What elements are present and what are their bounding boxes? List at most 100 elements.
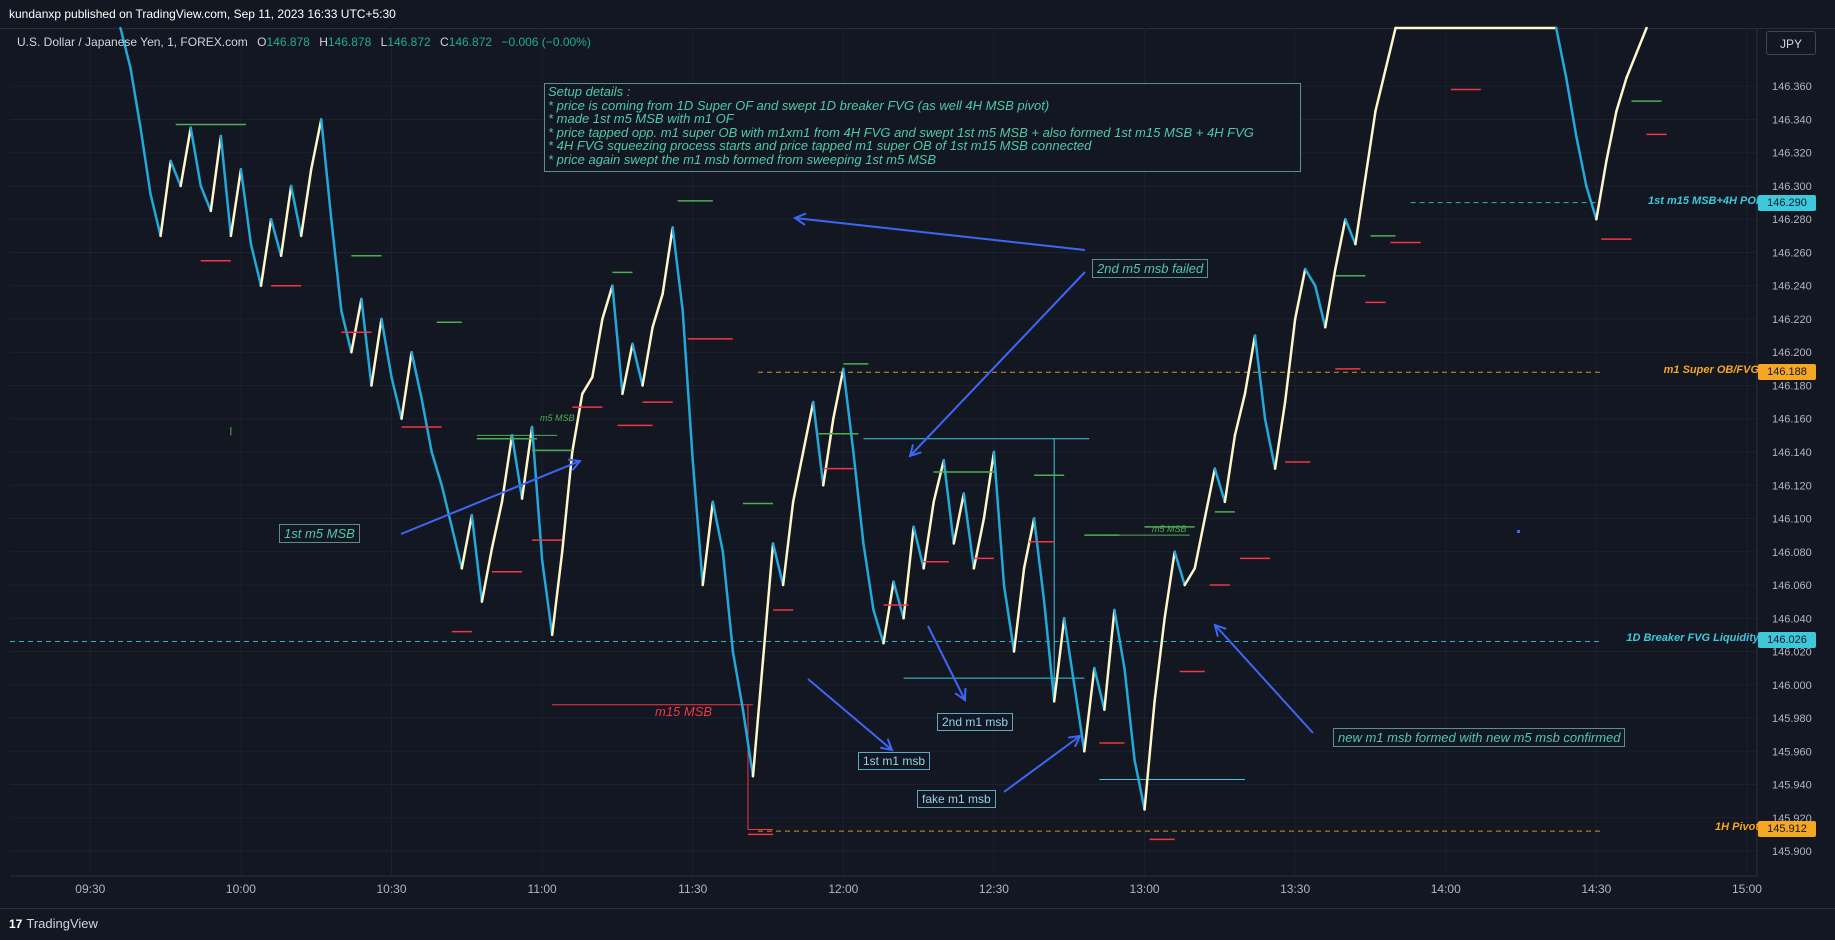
price-segment (591, 317, 604, 379)
arrow-head (880, 738, 894, 752)
first-m5-msb-note[interactable]: 1st m5 MSB (279, 524, 360, 543)
price-tick-label: 146.220 (1772, 314, 1812, 326)
arrow-head (792, 212, 807, 226)
annotation-arrows (400, 212, 1520, 793)
price-segment (1303, 267, 1317, 287)
price-segment (289, 184, 303, 238)
price-tick-label: 146.340 (1772, 114, 1812, 126)
price-segment (982, 450, 996, 520)
price-segment (581, 375, 594, 396)
m15-msb-label[interactable]: m15 MSB (655, 704, 713, 719)
price-tick-label: 146.080 (1772, 547, 1812, 559)
price-segment (942, 459, 956, 545)
new-m1-msb-note[interactable]: new m1 msb formed with new m5 msb confir… (1333, 728, 1626, 747)
price-axis: 146.360 146.340 146.320 146.300 146.280 146.2… (1772, 81, 1812, 858)
price-segment (1073, 683, 1086, 753)
arrow-head (908, 444, 922, 458)
price-segment (480, 547, 494, 603)
price-segment (380, 317, 393, 379)
symbol-legend[interactable]: U.S. Dollar / Japanese Yen, 1, FOREX.com… (17, 35, 591, 49)
price-segment (1283, 317, 1297, 404)
symbol-name[interactable]: U.S. Dollar / Japanese Yen, 1, FOREX.com (17, 35, 248, 49)
second-m1-msb-note[interactable]: 2nd m1 msb (937, 713, 1014, 731)
second-m5-msb-failed-note[interactable]: 2nd m5 msb failed (1092, 259, 1209, 278)
price-segment (1595, 159, 1608, 221)
price-segment (962, 492, 976, 570)
fake-m1-msb-note[interactable]: fake m1 msb (917, 790, 996, 808)
price-segment (169, 159, 182, 188)
arrow-shaft (927, 625, 966, 701)
arrow-fake-m1-msb (1003, 734, 1082, 793)
price-segment (1554, 26, 1568, 80)
time-axis: 09:30 10:00 10:30 11:00 11:30 12:00 12:30 13:00… (75, 882, 1762, 896)
arrow-shaft (807, 678, 893, 751)
price-segment (370, 317, 383, 387)
price-segment (801, 400, 815, 454)
price-segment (219, 134, 233, 238)
price-segment (420, 397, 433, 454)
price-tick-label: 146.360 (1772, 81, 1812, 93)
arrow-second-m5-failed-low (908, 271, 1086, 458)
price-segment (1223, 434, 1237, 504)
price-segment (350, 297, 363, 354)
price-segment (721, 550, 735, 653)
price-segment (189, 126, 203, 188)
arrow-head (567, 458, 582, 471)
setup-line: * 4H FVG squeezing process starts and pr… (548, 138, 1092, 153)
price-segment (1113, 608, 1126, 670)
price-segment (199, 184, 213, 213)
price-tick-label: 146.260 (1772, 247, 1812, 259)
time-tick-label: 10:00 (226, 882, 256, 896)
price-segment (430, 450, 443, 487)
price-segment (751, 658, 765, 778)
price-segment (229, 168, 243, 238)
price-tick-label: 145.940 (1772, 780, 1812, 792)
first-m1-msb-note[interactable]: 1st m1 msb (858, 752, 931, 770)
price-segment (631, 342, 644, 387)
m5-msb-small-label: m5 MSB (540, 413, 575, 423)
time-tick-label: 14:00 (1431, 882, 1461, 896)
chart-drawings (230, 427, 1245, 830)
level-label-breaker-fvg: 1D Breaker FVG Liquidity (1626, 632, 1759, 644)
price-tick-label: 146.000 (1772, 680, 1812, 692)
price-segment (1032, 517, 1046, 603)
price-segment (1062, 617, 1076, 687)
arrow-head (954, 687, 967, 702)
arrow-shaft (909, 271, 1086, 457)
level-price-badge: 146.188 (1758, 364, 1816, 380)
price-segment (1364, 109, 1377, 179)
price-segment (1324, 267, 1337, 329)
tradingview-brand[interactable]: 17 TradingView (9, 916, 98, 931)
setup-line: * price again swept the m1 msb formed fr… (548, 151, 936, 167)
low-value: 146.872 (387, 35, 431, 49)
price-segment (701, 500, 715, 587)
price-segment (1635, 26, 1648, 55)
price-segment (571, 392, 584, 454)
price-segment (711, 500, 725, 554)
brand-name: TradingView (26, 916, 98, 931)
price-segment (1344, 217, 1357, 246)
level-label-1h-pivot: 1H Pivot (1714, 821, 1759, 833)
price-segment (651, 292, 664, 329)
price-segment (299, 168, 313, 238)
price-segment (1173, 550, 1186, 587)
price-segment (209, 134, 223, 213)
level-label-super-ob: m1 Super OB/FVG (1663, 364, 1759, 376)
level-price-badge: 145.912 (1758, 821, 1816, 837)
price-tick-label: 146.320 (1772, 148, 1812, 160)
price-segment (540, 558, 554, 637)
price-segment (1163, 550, 1176, 620)
price-segment (129, 66, 142, 130)
currency-button[interactable]: JPY (1766, 31, 1816, 55)
price-segment (1585, 184, 1598, 221)
price-tick-label: 146.060 (1772, 580, 1812, 592)
time-tick-label: 12:30 (979, 882, 1009, 896)
price-segment (1615, 76, 1628, 113)
high-value: 146.878 (327, 35, 372, 49)
price-segment (811, 400, 825, 487)
price-segment (1133, 758, 1146, 811)
setup-details-note[interactable]: Setup details : * price is coming from 1… (544, 83, 1301, 172)
price-segment (781, 500, 795, 587)
price-tick-label: 146.100 (1772, 514, 1812, 526)
